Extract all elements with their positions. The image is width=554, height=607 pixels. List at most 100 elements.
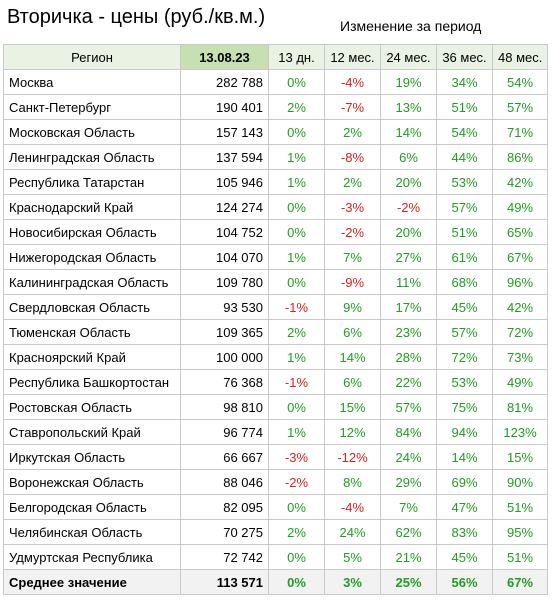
change-cell-m24: -2% bbox=[380, 194, 437, 220]
table-row: Республика Татарстан 105 946 1% 2% 20% 53% 42% bbox=[3, 169, 548, 195]
change-cell-m36: 54% bbox=[436, 119, 493, 145]
change-cell-m36: 45% bbox=[436, 544, 493, 570]
table-row: Санкт-Петербург 190 401 2% -7% 13% 51% 57% bbox=[3, 94, 548, 120]
change-cell-d13: 2% bbox=[268, 94, 325, 120]
region-cell: Удмуртская Республика bbox=[3, 544, 181, 570]
change-cell-m48: 123% bbox=[492, 419, 548, 445]
region-cell: Ставропольский Край bbox=[3, 419, 181, 445]
change-cell-m48: 49% bbox=[492, 369, 548, 395]
header-date: 13.08.23 bbox=[180, 44, 269, 70]
change-cell-m48: 49% bbox=[492, 194, 548, 220]
change-cell-m36: 53% bbox=[436, 369, 493, 395]
change-cell-m24: 57% bbox=[380, 394, 437, 420]
price-table: Регион 13.08.23 13 дн. 12 мес. 24 мес. 3… bbox=[3, 44, 548, 595]
change-cell-m12: 3% bbox=[324, 569, 381, 595]
change-cell-m36: 53% bbox=[436, 169, 493, 195]
header-region: Регион bbox=[3, 44, 181, 70]
change-cell-m24: 6% bbox=[380, 144, 437, 170]
table-row: Ростовская Область 98 810 0% 15% 57% 75% 81% bbox=[3, 394, 548, 420]
region-cell: Среднее значение bbox=[3, 569, 181, 595]
header-13-days: 13 дн. bbox=[268, 44, 325, 70]
change-cell-m36: 34% bbox=[436, 69, 493, 95]
change-cell-d13: 0% bbox=[268, 569, 325, 595]
price-cell: 282 788 bbox=[180, 69, 269, 95]
change-cell-m48: 73% bbox=[492, 344, 548, 370]
change-cell-m36: 57% bbox=[436, 194, 493, 220]
table-row: Свердловская Область 93 530 -1% 9% 17% 45% 42% bbox=[3, 294, 548, 320]
price-cell: 100 000 bbox=[180, 344, 269, 370]
table-row: Московская Область 157 143 0% 2% 14% 54% 71% bbox=[3, 119, 548, 145]
price-cell: 104 070 bbox=[180, 244, 269, 270]
region-cell: Свердловская Область bbox=[3, 294, 181, 320]
change-cell-m24: 29% bbox=[380, 469, 437, 495]
change-cell-m24: 17% bbox=[380, 294, 437, 320]
change-cell-d13: 2% bbox=[268, 519, 325, 545]
change-cell-m24: 20% bbox=[380, 169, 437, 195]
table-row: Белгородская Область 82 095 0% -4% 7% 47% 51% bbox=[3, 494, 548, 520]
header-12-months: 12 мес. bbox=[324, 44, 381, 70]
table-row: Краснодарский Край 124 274 0% -3% -2% 57% 49% bbox=[3, 194, 548, 220]
region-cell: Красноярский Край bbox=[3, 344, 181, 370]
table-row: Республика Башкортостан 76 368 -1% 6% 22% 53%… bbox=[3, 369, 548, 395]
change-cell-m24: 22% bbox=[380, 369, 437, 395]
change-cell-d13: -1% bbox=[268, 294, 325, 320]
change-cell-d13: 0% bbox=[268, 69, 325, 95]
change-cell-m36: 56% bbox=[436, 569, 493, 595]
change-cell-m48: 42% bbox=[492, 169, 548, 195]
change-cell-d13: -1% bbox=[268, 369, 325, 395]
region-cell: Калининградская Область bbox=[3, 269, 181, 295]
region-cell: Ростовская Область bbox=[3, 394, 181, 420]
region-cell: Санкт-Петербург bbox=[3, 94, 181, 120]
price-cell: 93 530 bbox=[180, 294, 269, 320]
change-cell-m12: 2% bbox=[324, 169, 381, 195]
change-cell-d13: 1% bbox=[268, 144, 325, 170]
change-cell-m36: 47% bbox=[436, 494, 493, 520]
region-cell: Москва bbox=[3, 69, 181, 95]
change-cell-m36: 68% bbox=[436, 269, 493, 295]
region-cell: Республика Башкортостан bbox=[3, 369, 181, 395]
region-cell: Тюменская Область bbox=[3, 319, 181, 345]
change-cell-m36: 94% bbox=[436, 419, 493, 445]
change-cell-m36: 69% bbox=[436, 469, 493, 495]
change-cell-m12: 5% bbox=[324, 544, 381, 570]
change-cell-m48: 72% bbox=[492, 319, 548, 345]
change-cell-m24: 13% bbox=[380, 94, 437, 120]
table-row: Удмуртская Республика 72 742 0% 5% 21% 45% 51% bbox=[3, 544, 548, 570]
price-cell: 190 401 bbox=[180, 94, 269, 120]
change-cell-m36: 51% bbox=[436, 219, 493, 245]
change-cell-m24: 14% bbox=[380, 119, 437, 145]
change-cell-m12: -9% bbox=[324, 269, 381, 295]
change-cell-m48: 42% bbox=[492, 294, 548, 320]
change-cell-m24: 21% bbox=[380, 544, 437, 570]
change-cell-m36: 45% bbox=[436, 294, 493, 320]
change-cell-m48: 95% bbox=[492, 519, 548, 545]
change-cell-m12: 8% bbox=[324, 469, 381, 495]
region-cell: Республика Татарстан bbox=[3, 169, 181, 195]
region-cell: Белгородская Область bbox=[3, 494, 181, 520]
change-cell-m48: 54% bbox=[492, 69, 548, 95]
change-cell-d13: 0% bbox=[268, 119, 325, 145]
change-cell-m48: 57% bbox=[492, 94, 548, 120]
change-cell-m12: 6% bbox=[324, 319, 381, 345]
region-cell: Иркутская Область bbox=[3, 444, 181, 470]
change-cell-m48: 86% bbox=[492, 144, 548, 170]
change-cell-m48: 51% bbox=[492, 494, 548, 520]
header-24-months: 24 мес. bbox=[380, 44, 437, 70]
change-cell-d13: -3% bbox=[268, 444, 325, 470]
change-cell-d13: -2% bbox=[268, 469, 325, 495]
change-cell-m12: 15% bbox=[324, 394, 381, 420]
change-cell-m12: -7% bbox=[324, 94, 381, 120]
table-row: Ставропольский Край 96 774 1% 12% 84% 94% 123% bbox=[3, 419, 548, 445]
change-cell-m48: 15% bbox=[492, 444, 548, 470]
header-48-months: 48 мес. bbox=[492, 44, 548, 70]
change-cell-m48: 67% bbox=[492, 569, 548, 595]
table-row: Нижегородская Область 104 070 1% 7% 27% 61% 67… bbox=[3, 244, 548, 270]
price-cell: 96 774 bbox=[180, 419, 269, 445]
header-36-months: 36 мес. bbox=[436, 44, 493, 70]
change-cell-m36: 44% bbox=[436, 144, 493, 170]
price-cell: 88 046 bbox=[180, 469, 269, 495]
price-cell: 72 742 bbox=[180, 544, 269, 570]
change-cell-d13: 1% bbox=[268, 169, 325, 195]
change-cell-m36: 61% bbox=[436, 244, 493, 270]
change-cell-m24: 20% bbox=[380, 219, 437, 245]
